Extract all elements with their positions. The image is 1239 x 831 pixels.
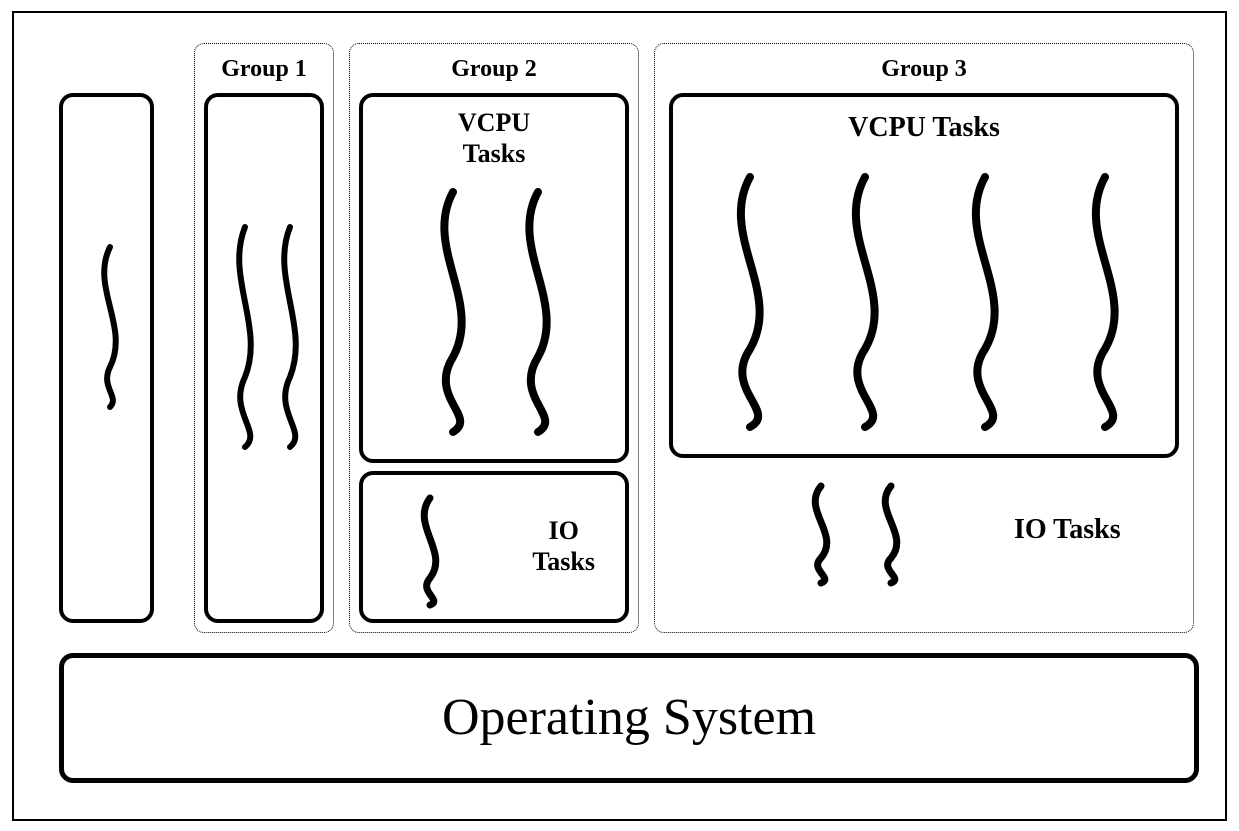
group-3-io-label: IO Tasks [1014,513,1121,547]
diagram-outer-frame: Group 1 Group 2 VCPU Tasks IO Tasks Grou… [12,11,1227,821]
thread-wave-icon [223,217,268,457]
group-3-vcpu-label: VCPU Tasks [673,97,1175,145]
group-3-title: Group 3 [655,44,1193,83]
thread-wave-icon [713,167,788,437]
group-2-vcpu-box: VCPU Tasks [359,93,629,463]
group-2-io-label: IO Tasks [532,515,595,577]
group-2-io-box: IO Tasks [359,471,629,623]
group-2-vcpu-label: VCPU Tasks [363,97,625,169]
thread-wave-icon [794,478,849,588]
group-3-vcpu-box: VCPU Tasks [669,93,1179,458]
thread-wave-icon [268,217,313,457]
standalone-task-box [59,93,154,623]
thread-wave-icon [403,490,458,610]
thread-wave-icon [864,478,919,588]
thread-wave-icon [418,182,488,442]
thread-wave-icon [85,237,135,417]
thread-wave-icon [1068,167,1143,437]
thread-wave-icon [503,182,573,442]
group-1-inner-box [204,93,324,623]
thread-wave-icon [828,167,903,437]
group-2-title: Group 2 [350,44,638,83]
operating-system-box: Operating System [59,653,1199,783]
operating-system-label: Operating System [442,688,816,747]
thread-wave-icon [948,167,1023,437]
group-1-title: Group 1 [195,44,333,83]
